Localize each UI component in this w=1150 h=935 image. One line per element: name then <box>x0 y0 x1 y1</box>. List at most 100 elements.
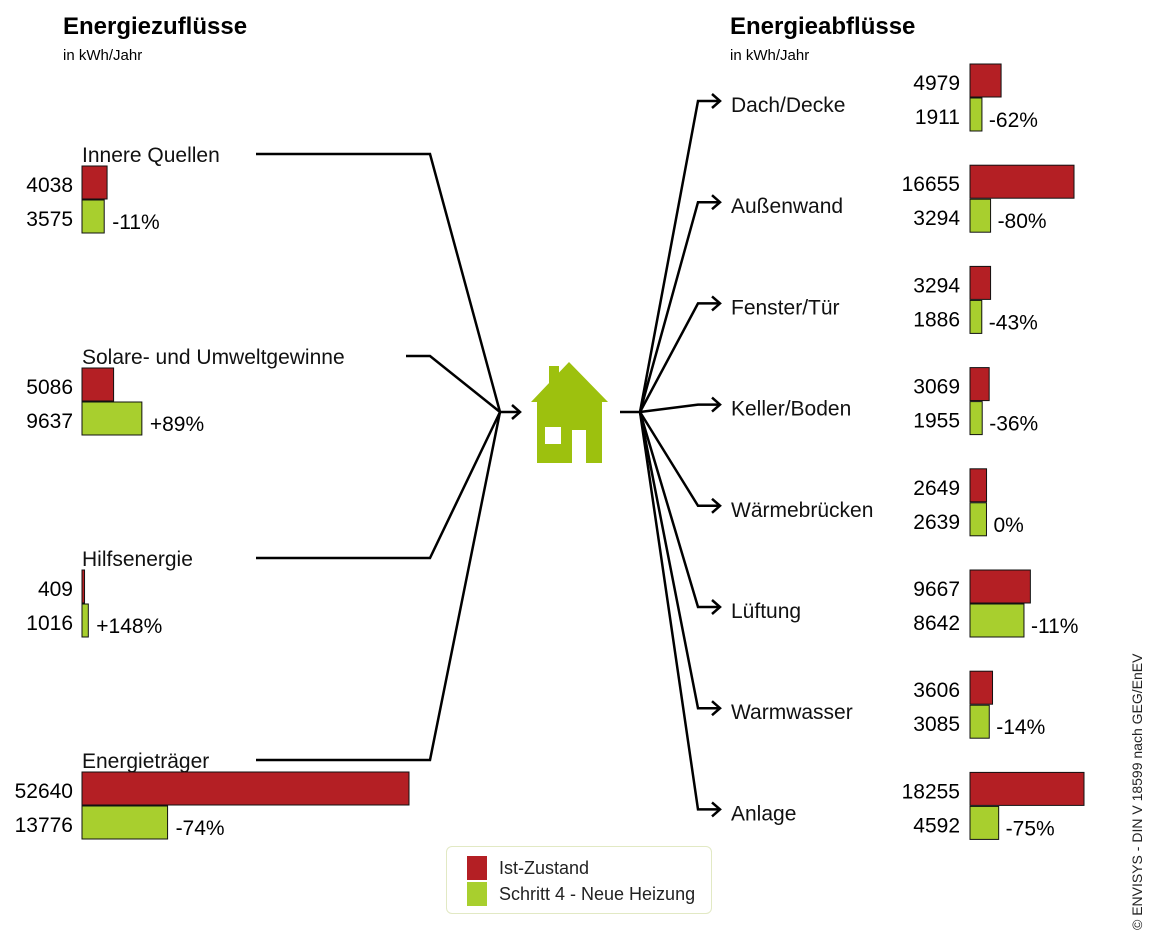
outflow-arrowhead <box>711 93 722 109</box>
inflow-label: Hilfsenergie <box>82 548 193 571</box>
outflow-group: Keller/Boden 3069 1955 -36% <box>731 367 1038 436</box>
inflow-label: Energieträger <box>82 750 209 773</box>
legend-item-ist: Ist-Zustand <box>467 856 589 880</box>
bar-ist <box>81 367 115 402</box>
outflows-title: Energieabflüsse <box>730 13 915 40</box>
bar-ist <box>969 468 988 503</box>
bar-neu <box>969 299 983 334</box>
outflow-label: Außenwand <box>731 195 843 218</box>
change-percent: -11% <box>112 211 159 234</box>
change-percent: -36% <box>989 413 1038 436</box>
value-ist: 18255 <box>902 780 960 803</box>
outflow-label: Anlage <box>731 802 796 825</box>
value-ist: 16655 <box>902 173 960 196</box>
outflow-connector <box>638 200 718 413</box>
change-percent: -75% <box>1006 817 1055 840</box>
outflow-arrowhead <box>711 295 722 312</box>
bar-neu <box>969 97 983 132</box>
bar-neu <box>969 704 990 739</box>
value-neu: 8642 <box>913 612 960 635</box>
bar-neu <box>969 401 983 436</box>
legend: Ist-Zustand Schritt 4 - Neue Heizung <box>446 846 712 914</box>
change-percent: -43% <box>989 311 1038 334</box>
house-window <box>545 427 561 444</box>
value-ist: 52640 <box>15 780 73 803</box>
value-neu: 9637 <box>26 410 73 433</box>
value-neu: 4592 <box>913 814 960 837</box>
change-percent: 0% <box>993 514 1023 537</box>
outflow-arrowhead <box>711 599 722 615</box>
inflow-group: Energieträger 52640 13776 -74% <box>15 750 410 840</box>
bar-neu <box>969 502 987 537</box>
copyright-credit: © ENVISYS - DIN V 18599 nach GEG/EnEV <box>1129 653 1145 930</box>
legend-label-ist: Ist-Zustand <box>499 857 590 878</box>
inflows-subtitle: in kWh/Jahr <box>63 47 142 64</box>
outflow-label: Keller/Boden <box>731 398 851 421</box>
outflow-group: Wärmebrücken 2649 2639 0% <box>731 468 1024 537</box>
value-neu: 3085 <box>913 713 960 736</box>
bar-ist <box>969 265 992 300</box>
bar-neu <box>969 603 1025 638</box>
outflow-arrowhead <box>711 497 722 514</box>
bar-neu <box>81 603 89 638</box>
value-ist: 5086 <box>26 376 73 399</box>
outflow-arrowhead <box>711 194 722 211</box>
outflow-arrowhead <box>711 700 722 717</box>
change-percent: -14% <box>996 716 1045 739</box>
value-neu: 1911 <box>915 106 960 129</box>
inflow-label: Solare- und Umweltgewinne <box>82 346 345 369</box>
value-neu: 3294 <box>913 207 960 230</box>
bar-neu <box>81 199 105 234</box>
change-percent: +89% <box>150 413 204 436</box>
value-ist: 9667 <box>913 578 960 601</box>
outflow-label: Lüftung <box>731 600 801 623</box>
value-neu: 1886 <box>913 308 960 331</box>
value-ist: 4979 <box>913 72 960 95</box>
bar-ist <box>969 164 1075 199</box>
bar-ist <box>81 165 108 200</box>
outflow-group: Dach/Decke 4979 1911 -62% <box>731 63 1038 132</box>
value-neu: 1955 <box>913 410 960 433</box>
change-percent: -74% <box>176 817 225 840</box>
outflow-connector <box>638 99 718 413</box>
bar-ist <box>81 569 86 604</box>
bar-ist <box>81 771 410 806</box>
legend-swatch-ist <box>467 856 487 880</box>
outflow-group: Warmwasser 3606 3085 -14% <box>731 670 1045 739</box>
outflow-group: Fenster/Tür 3294 1886 -43% <box>731 265 1038 334</box>
outflow-arrowhead <box>711 396 722 413</box>
bar-ist <box>969 569 1031 604</box>
inflow-group: Solare- und Umweltgewinne 5086 9637 +89% <box>26 346 344 436</box>
inflow-label: Innere Quellen <box>82 144 220 167</box>
value-ist: 4038 <box>26 174 73 197</box>
outflow-group: Außenwand 16655 3294 -80% <box>731 164 1075 233</box>
value-neu: 3575 <box>26 208 73 231</box>
value-ist: 3606 <box>913 679 960 702</box>
value-ist: 409 <box>38 578 73 601</box>
change-percent: -62% <box>989 109 1038 132</box>
inflow-connector <box>256 152 502 413</box>
bar-ist <box>969 670 994 705</box>
value-neu: 2639 <box>913 511 960 534</box>
outflow-label: Fenster/Tür <box>731 296 840 319</box>
inflow-group: Hilfsenergie 409 1016 +148% <box>26 548 193 638</box>
bar-ist <box>969 771 1085 806</box>
bar-neu <box>969 805 1000 840</box>
bar-neu <box>81 805 169 840</box>
inflow-group: Innere Quellen 4038 3575 -11% <box>26 144 219 234</box>
inflows-title: Energiezuflüsse <box>63 13 247 40</box>
outflow-connector <box>639 403 718 414</box>
inflow-connector <box>406 354 501 413</box>
bar-neu <box>969 198 992 233</box>
outflow-connector <box>638 302 718 413</box>
change-percent: -80% <box>998 210 1047 233</box>
outflow-label: Warmwasser <box>731 701 853 724</box>
value-neu: 1016 <box>26 612 73 635</box>
inflow-connector <box>256 411 502 560</box>
outflow-group: Anlage 18255 4592 -75% <box>731 771 1085 840</box>
change-percent: +148% <box>96 615 162 638</box>
change-percent: -11% <box>1031 615 1078 638</box>
outflow-connector <box>638 411 718 811</box>
